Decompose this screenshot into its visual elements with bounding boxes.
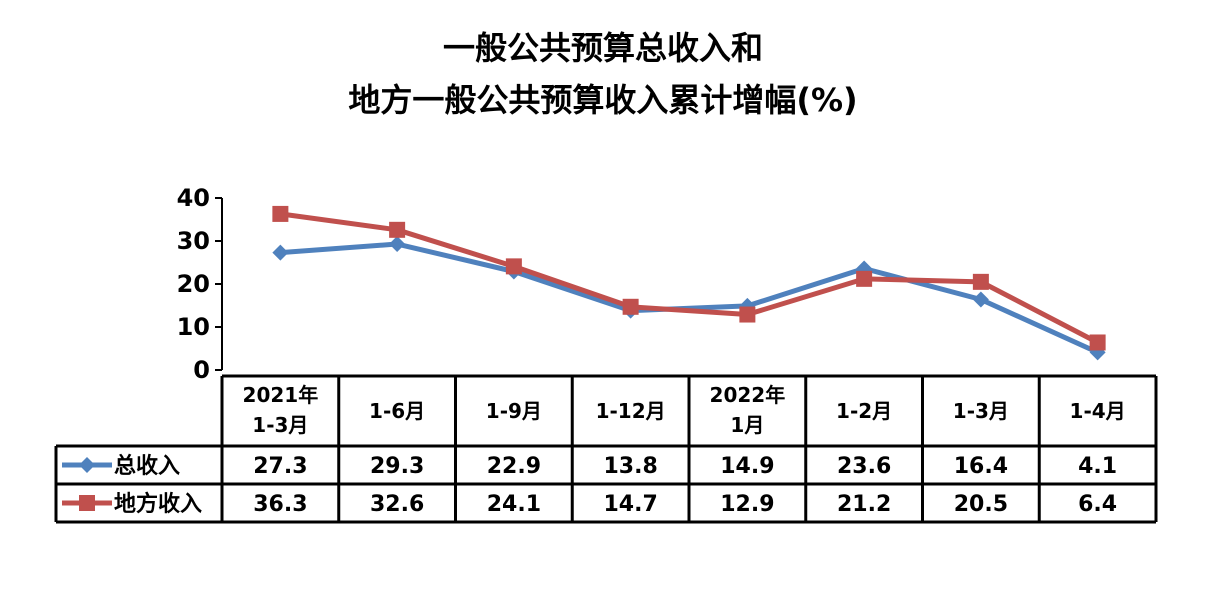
data-point-square — [622, 298, 639, 315]
table-value: 6.4 — [1078, 492, 1117, 517]
table-value: 16.4 — [954, 454, 1008, 479]
table-value: 23.6 — [837, 454, 891, 479]
table-value: 14.7 — [603, 492, 657, 517]
table-value: 14.9 — [720, 454, 774, 479]
category-label-line-2: 1-3月 — [252, 413, 308, 437]
table-value: 20.5 — [954, 492, 1008, 517]
category-label: 1-2月 — [836, 399, 892, 423]
data-point-square — [1089, 334, 1106, 351]
data-point-square — [272, 205, 289, 222]
table-value: 21.2 — [837, 492, 891, 517]
y-tick-label: 10 — [177, 313, 210, 341]
data-point-diamond — [272, 244, 289, 261]
table-value: 27.3 — [253, 454, 307, 479]
category-label: 1-4月 — [1070, 399, 1126, 423]
y-tick-label: 30 — [177, 227, 210, 255]
chart-title-line-1: 一般公共预算总收入和 — [442, 29, 763, 67]
data-point-square — [505, 258, 522, 275]
y-tick-label: 40 — [177, 184, 210, 212]
series-lines — [280, 211, 1099, 355]
category-label: 1-3月 — [953, 399, 1009, 423]
series-markers — [272, 205, 1106, 361]
category-label-line-1: 2021年 — [243, 383, 319, 407]
table-value: 36.3 — [253, 492, 307, 517]
y-ticks: 0 10 20 30 40 — [177, 184, 222, 384]
category-label-line-2: 1月 — [730, 413, 764, 437]
table-value: 24.1 — [487, 492, 541, 517]
category-label-line-1: 2022年 — [710, 383, 786, 407]
series-line-2 — [280, 211, 1099, 345]
data-point-diamond — [972, 291, 989, 308]
data-table: 2021年 1-3月 1-6月 1-9月 1-12月 2022年 1月 1-2月 1-3月 1-4… — [54, 374, 1158, 524]
table-value: 32.6 — [370, 492, 424, 517]
table-value: 13.8 — [603, 454, 657, 479]
table-value: 12.9 — [720, 492, 774, 517]
data-point-square — [389, 221, 406, 238]
y-tick-label: 20 — [177, 270, 210, 298]
legend-key-diamond — [79, 457, 95, 473]
category-label: 1-9月 — [486, 399, 542, 423]
data-point-diamond — [389, 236, 406, 253]
y-tick-label: 0 — [193, 356, 210, 384]
category-label: 1-12月 — [596, 399, 666, 423]
legend-label: 总收入 — [114, 453, 180, 479]
table-value: 4.1 — [1078, 454, 1117, 479]
category-label: 1-6月 — [369, 399, 425, 423]
table-value: 22.9 — [487, 454, 541, 479]
data-point-square — [972, 273, 989, 290]
legend-key-square — [79, 495, 95, 511]
legend-label: 地方收入 — [114, 491, 202, 517]
data-point-square — [739, 306, 756, 323]
chart-title-line-2: 地方一般公共预算收入累计增幅(%) — [348, 81, 858, 119]
table-value: 29.3 — [370, 454, 424, 479]
data-point-square — [856, 270, 873, 287]
